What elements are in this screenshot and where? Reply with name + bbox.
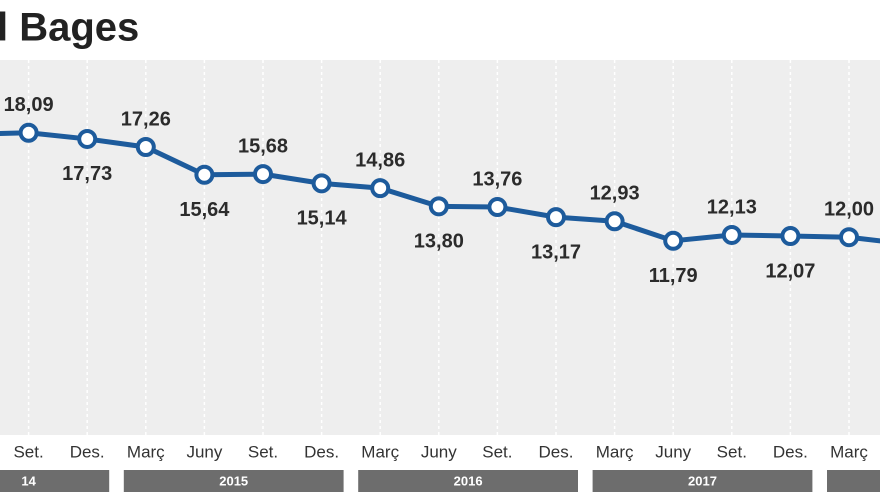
- data-point: [428, 196, 449, 217]
- x-tick-label: Des.: [539, 442, 574, 461]
- data-point: [18, 122, 39, 143]
- x-tick-label: Set.: [248, 442, 278, 461]
- year-label: 14: [21, 473, 36, 488]
- value-label: 12,00: [824, 198, 874, 220]
- value-label: 13,76: [472, 168, 522, 190]
- x-tick-label: Juny: [655, 442, 691, 461]
- year-label: 2017: [688, 473, 717, 488]
- chart-title: l Bages: [0, 6, 139, 50]
- value-label: 12,07: [765, 260, 815, 282]
- data-point: [253, 164, 273, 185]
- plot-background: [0, 60, 880, 435]
- year-label: 2015: [219, 473, 248, 488]
- value-label: 15,14: [297, 208, 348, 230]
- data-point: [370, 178, 391, 199]
- x-tick-label: Març: [830, 442, 868, 461]
- value-label: 15,68: [238, 135, 288, 157]
- value-label: 14,86: [355, 149, 405, 171]
- data-point: [721, 224, 742, 245]
- year-label: 2016: [454, 473, 483, 488]
- x-tick-label: Març: [596, 442, 634, 461]
- x-tick-label: Juny: [186, 442, 222, 461]
- data-point: [135, 137, 156, 158]
- data-point: [194, 164, 215, 185]
- value-label: 15,64: [179, 199, 230, 221]
- x-tick-label: Set.: [482, 442, 512, 461]
- data-point: [663, 230, 684, 251]
- data-point: [77, 128, 98, 149]
- value-label: 13,80: [414, 231, 464, 253]
- x-tick-label: Set.: [13, 442, 43, 461]
- year-bar: [123, 470, 344, 492]
- data-point: [839, 227, 859, 248]
- x-tick-label: Des.: [70, 442, 105, 461]
- data-point: [604, 211, 625, 232]
- value-label: 13,17: [531, 241, 581, 263]
- x-tick-label: Març: [361, 442, 399, 461]
- value-label: 17,26: [121, 108, 171, 130]
- data-point: [780, 226, 801, 247]
- year-bar: [358, 470, 578, 492]
- data-point: [546, 207, 566, 228]
- data-point: [311, 173, 332, 194]
- x-tick-label: Des.: [304, 442, 339, 461]
- year-bar: [827, 470, 880, 492]
- x-tick-label: Set.: [717, 442, 747, 461]
- data-point: [487, 197, 508, 218]
- value-label: 18,09: [4, 94, 54, 116]
- value-label: 11,79: [649, 265, 698, 287]
- x-tick-label: Juny: [421, 442, 457, 461]
- value-label: 17,73: [62, 163, 112, 185]
- value-label: 12,93: [590, 183, 640, 205]
- x-tick-label: Març: [127, 442, 165, 461]
- value-label: 12,13: [707, 196, 757, 218]
- x-tick-label: Des.: [773, 442, 808, 461]
- year-bar: [0, 470, 110, 492]
- year-bar: [592, 470, 813, 492]
